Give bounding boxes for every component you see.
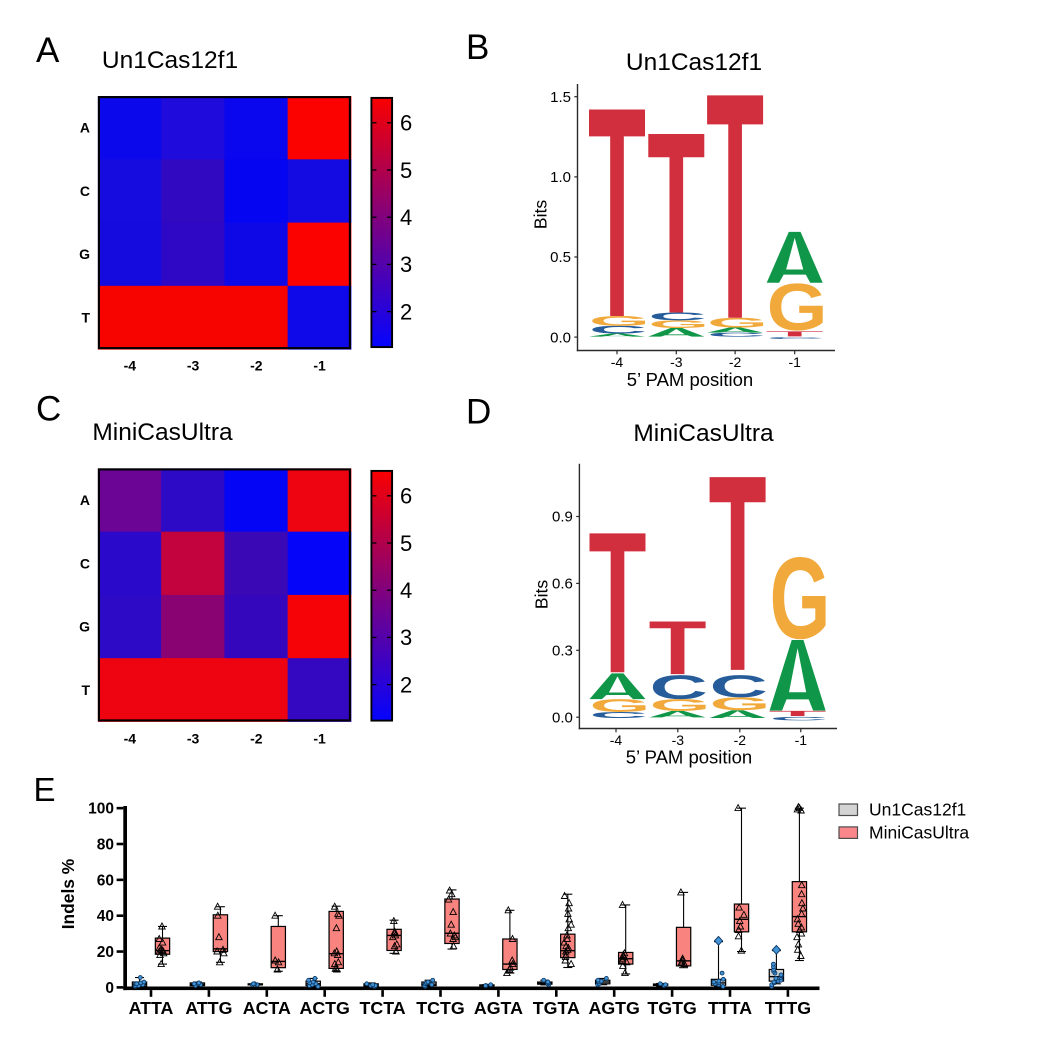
svg-text:-4: -4 xyxy=(611,354,624,370)
svg-text:ATTA: ATTA xyxy=(129,998,174,1018)
svg-text:TTTA: TTTA xyxy=(708,998,752,1018)
svg-text:2: 2 xyxy=(400,299,412,324)
svg-text:6: 6 xyxy=(400,111,412,136)
svg-text:Un1Cas12f1: Un1Cas12f1 xyxy=(869,800,966,820)
svg-text:0.0: 0.0 xyxy=(550,329,571,346)
svg-text:Indels %: Indels % xyxy=(58,859,78,930)
svg-text:3: 3 xyxy=(400,252,412,277)
svg-text:0.0: 0.0 xyxy=(552,709,573,726)
svg-text:0.5: 0.5 xyxy=(550,249,571,266)
svg-text:-4: -4 xyxy=(124,731,137,747)
svg-text:5’ PAM position: 5’ PAM position xyxy=(627,369,753,390)
svg-text:4: 4 xyxy=(400,578,412,603)
svg-text:B: B xyxy=(466,28,489,67)
svg-text:4: 4 xyxy=(400,205,412,230)
svg-text:TGTG: TGTG xyxy=(647,998,696,1018)
svg-text:2: 2 xyxy=(400,672,412,697)
svg-text:1.5: 1.5 xyxy=(550,89,571,106)
svg-text:3: 3 xyxy=(400,625,412,650)
svg-text:T: T xyxy=(81,682,90,698)
svg-text:5: 5 xyxy=(400,531,412,556)
svg-text:A: A xyxy=(80,492,90,508)
svg-text:ATTG: ATTG xyxy=(185,998,232,1018)
svg-text:TCTG: TCTG xyxy=(416,998,464,1018)
svg-text:Bits: Bits xyxy=(530,200,550,229)
svg-text:MiniCasUltra: MiniCasUltra xyxy=(869,822,969,842)
svg-text:-2: -2 xyxy=(729,354,742,370)
svg-text:T: T xyxy=(81,309,90,325)
svg-text:D: D xyxy=(466,393,491,432)
svg-text:-2: -2 xyxy=(250,358,263,374)
svg-text:-4: -4 xyxy=(610,732,623,748)
svg-text:100: 100 xyxy=(88,801,114,818)
svg-text:Bits: Bits xyxy=(531,580,551,609)
svg-text:E: E xyxy=(34,771,56,808)
svg-text:-1: -1 xyxy=(313,731,326,747)
svg-text:ACTG: ACTG xyxy=(300,998,350,1018)
svg-text:-3: -3 xyxy=(187,358,200,374)
svg-text:0.6: 0.6 xyxy=(552,576,573,593)
svg-text:C: C xyxy=(80,555,90,571)
svg-text:TGTA: TGTA xyxy=(533,998,580,1018)
svg-text:6: 6 xyxy=(400,484,412,509)
svg-text:C: C xyxy=(36,390,61,429)
svg-text:60: 60 xyxy=(97,872,114,889)
svg-text:Un1Cas12f1: Un1Cas12f1 xyxy=(626,49,762,76)
svg-text:-3: -3 xyxy=(672,732,685,748)
svg-text:-1: -1 xyxy=(313,358,326,374)
svg-text:-1: -1 xyxy=(795,732,808,748)
svg-text:0.3: 0.3 xyxy=(552,643,573,660)
svg-text:AGTA: AGTA xyxy=(474,998,523,1018)
svg-text:1.0: 1.0 xyxy=(550,169,571,186)
svg-text:-2: -2 xyxy=(250,731,263,747)
svg-text:Un1Cas12f1: Un1Cas12f1 xyxy=(102,47,238,74)
svg-text:ACTA: ACTA xyxy=(243,998,291,1018)
svg-text:AGTG: AGTG xyxy=(589,998,640,1018)
svg-text:TCTA: TCTA xyxy=(360,998,406,1018)
svg-text:5: 5 xyxy=(400,158,412,183)
svg-text:C: C xyxy=(80,183,90,199)
svg-text:A: A xyxy=(36,31,60,70)
svg-text:G: G xyxy=(79,246,90,262)
svg-text:80: 80 xyxy=(97,837,114,854)
svg-text:0.9: 0.9 xyxy=(552,509,573,526)
svg-text:MiniCasUltra: MiniCasUltra xyxy=(92,419,233,446)
svg-text:-1: -1 xyxy=(788,354,801,370)
svg-text:0: 0 xyxy=(105,980,114,997)
svg-text:5’ PAM position: 5’ PAM position xyxy=(626,747,752,768)
svg-text:MiniCasUltra: MiniCasUltra xyxy=(633,420,774,447)
svg-text:-4: -4 xyxy=(124,358,137,374)
svg-text:-2: -2 xyxy=(734,732,747,748)
svg-text:-3: -3 xyxy=(187,731,200,747)
svg-text:A: A xyxy=(80,120,90,136)
svg-text:20: 20 xyxy=(97,944,114,961)
svg-text:TTTG: TTTG xyxy=(765,998,811,1018)
svg-text:G: G xyxy=(79,619,90,635)
svg-text:40: 40 xyxy=(97,908,114,925)
svg-text:-3: -3 xyxy=(670,354,683,370)
